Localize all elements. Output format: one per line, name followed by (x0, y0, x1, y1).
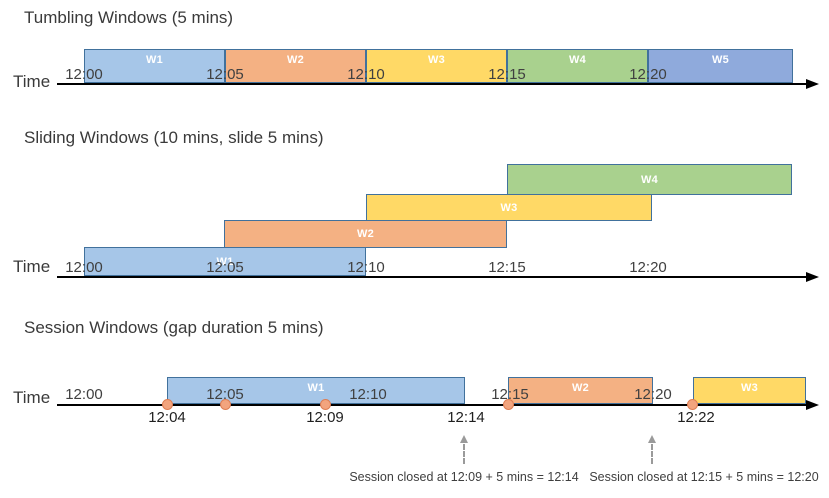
session-close-annotation-2: Session closed at 12:15 + 5 mins = 12:20 (589, 470, 819, 484)
tumbling-time-axis-label: Time (13, 72, 51, 91)
session-close-label-1214: 12:14 (447, 409, 485, 426)
session-window-w1: W1 (167, 377, 465, 404)
callout-arrow-line (651, 444, 653, 464)
session-window-w2: W2 (508, 377, 653, 404)
session-close-annotation-1: Session closed at 12:09 + 5 mins = 12:14 (349, 470, 579, 484)
event-dot-1209 (320, 399, 331, 410)
session-event-label-1222: 12:22 (677, 409, 715, 426)
session-event-label-1209: 12:09 (306, 409, 344, 426)
tumbling-axis-arrowhead-icon (806, 79, 819, 89)
sliding-tick-1205: 12:05 (206, 259, 244, 276)
event-dot-1215 (503, 399, 514, 410)
event-dot-1204 (162, 399, 173, 410)
window-label: W2 (571, 382, 590, 394)
sliding-section-title: Sliding Windows (10 mins, slide 5 mins) (24, 128, 324, 147)
window-label: W4 (568, 54, 587, 66)
tumbling-window-w3: W3 (366, 49, 507, 83)
sliding-tick-1220: 12:20 (629, 259, 667, 276)
session-window-w3: W3 (693, 377, 806, 404)
sliding-window-w3: W3 (366, 194, 652, 221)
window-label: W2 (356, 228, 375, 240)
window-label: W1 (145, 54, 164, 66)
sliding-time-axis-label: Time (13, 257, 51, 276)
tumbling-window-w1: W1 (84, 49, 225, 83)
tumbling-section-title: Tumbling Windows (5 mins) (24, 8, 234, 27)
window-label: W4 (640, 173, 659, 186)
window-label: W3 (427, 54, 446, 66)
session-time-axis (57, 404, 807, 406)
window-label: W5 (711, 54, 730, 66)
session-event-label-1204: 12:04 (148, 409, 186, 426)
sliding-tick-1210: 12:10 (347, 259, 385, 276)
window-label: W3 (740, 382, 759, 394)
callout-arrow-up-icon (648, 435, 656, 443)
tumbling-window-w5: W5 (648, 49, 793, 83)
sliding-axis-arrowhead-icon (806, 272, 819, 282)
window-label: W1 (216, 255, 234, 268)
session-axis-arrowhead-icon (806, 400, 819, 410)
session-tick-1215: 12:15 (491, 386, 529, 403)
session-tick-1210: 12:10 (349, 386, 387, 403)
sliding-window-w1: W1 (84, 247, 366, 276)
session-tick-1205: 12:05 (206, 386, 244, 403)
window-label: W2 (286, 54, 305, 66)
tumbling-tick-1210: 12:10 (347, 66, 385, 83)
tumbling-window-w4: W4 (507, 49, 648, 83)
sliding-window-w4: W4 (507, 164, 792, 195)
tumbling-tick-1200: 12:00 (65, 66, 103, 83)
sliding-window-w2: W2 (224, 220, 507, 248)
session-tick-1220: 12:20 (634, 386, 672, 403)
tumbling-tick-1220: 12:20 (629, 66, 667, 83)
sliding-tick-1200: 12:00 (65, 259, 103, 276)
tumbling-time-axis (57, 83, 807, 85)
window-label: W3 (500, 201, 518, 214)
session-tick-1200: 12:00 (65, 386, 103, 403)
callout-arrow-up-icon (460, 435, 468, 443)
sliding-tick-1215: 12:15 (488, 259, 526, 276)
event-dot-1222 (687, 399, 698, 410)
event-dot-1206 (220, 399, 231, 410)
tumbling-tick-1215: 12:15 (488, 66, 526, 83)
callout-arrow-line (463, 444, 465, 464)
session-time-axis-label: Time (13, 388, 51, 407)
tumbling-tick-1205: 12:05 (206, 66, 244, 83)
sliding-time-axis (57, 276, 807, 278)
window-label: W1 (307, 382, 325, 394)
tumbling-window-w2: W2 (225, 49, 366, 83)
session-section-title: Session Windows (gap duration 5 mins) (24, 318, 324, 337)
